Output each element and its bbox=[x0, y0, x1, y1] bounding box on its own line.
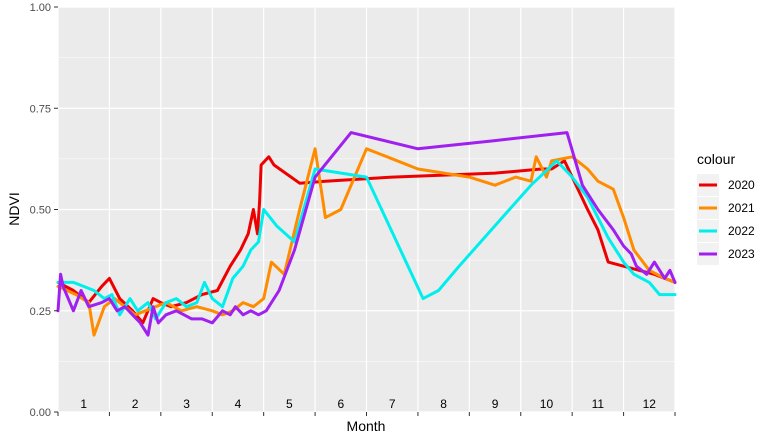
y-tick-label: 0.75 bbox=[30, 103, 51, 115]
legend-label-2020: 2020 bbox=[728, 178, 755, 192]
series-line-2023 bbox=[56, 131, 677, 337]
month-label: 12 bbox=[643, 397, 657, 411]
month-label: 4 bbox=[235, 397, 242, 411]
month-label: 5 bbox=[286, 397, 293, 411]
month-labels: 1 2 3 4 5 6 7 8 9 10 11 12 bbox=[80, 397, 656, 411]
month-label: 1 bbox=[80, 397, 87, 411]
y-axis-title: NDVI bbox=[6, 192, 22, 225]
series-line-2021 bbox=[56, 147, 677, 337]
month-label: 3 bbox=[183, 397, 190, 411]
month-label: 11 bbox=[592, 397, 605, 411]
series-lines bbox=[56, 131, 677, 337]
month-label: 10 bbox=[540, 397, 554, 411]
legend-label-2022: 2022 bbox=[728, 224, 755, 238]
x-axis-ticks bbox=[57, 412, 676, 416]
y-tick-label: 0.25 bbox=[30, 306, 51, 318]
legend-label-2021: 2021 bbox=[728, 201, 755, 215]
y-tick-label: 0.50 bbox=[30, 205, 51, 217]
month-label: 7 bbox=[389, 397, 396, 411]
x-axis-title: Month bbox=[347, 418, 386, 434]
month-label: 6 bbox=[337, 397, 344, 411]
month-label: 8 bbox=[440, 397, 447, 411]
month-label: 9 bbox=[492, 397, 499, 411]
y-tick-label: 0.00 bbox=[30, 407, 51, 419]
series-line-2022 bbox=[56, 159, 677, 321]
legend-label-2023: 2023 bbox=[728, 247, 755, 261]
legend-title: colour bbox=[697, 151, 735, 167]
month-label: 2 bbox=[132, 397, 139, 411]
y-axis: 0.00 0.25 0.50 0.75 1.00 bbox=[30, 2, 58, 419]
legend: colour 2020 2021 2022 2023 bbox=[697, 151, 755, 265]
y-tick-label: 1.00 bbox=[30, 2, 51, 14]
